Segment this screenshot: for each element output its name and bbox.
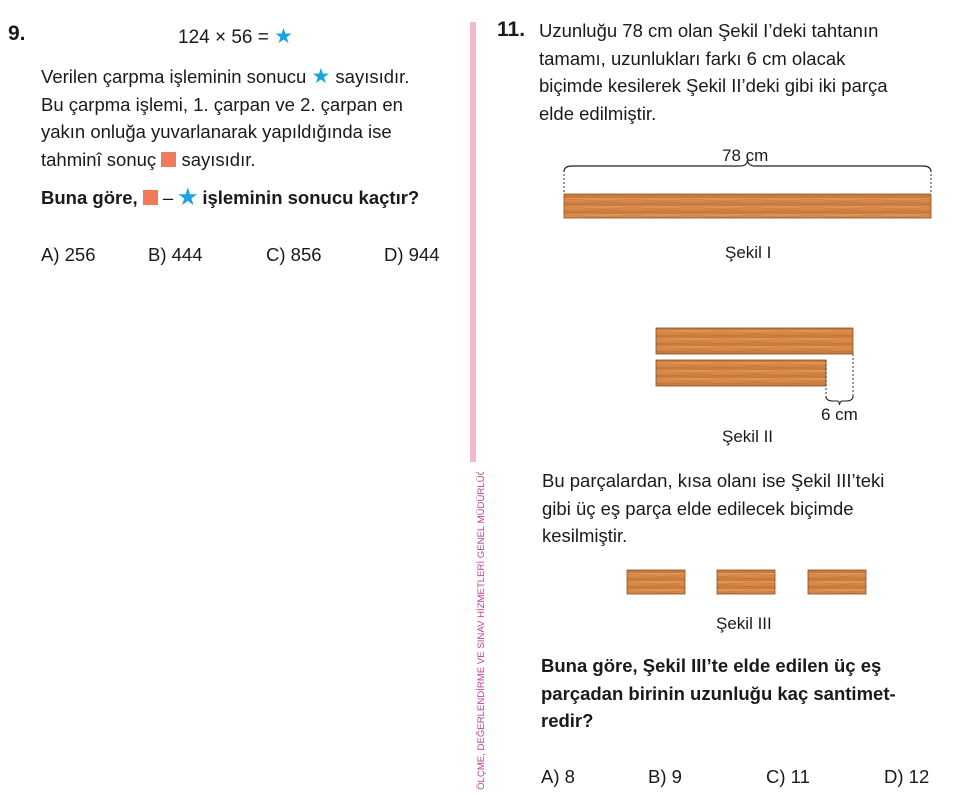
q9-option-b[interactable]: B) 444 <box>148 244 203 265</box>
q9-line-4: tahminî sonuç sayısıdır. <box>41 146 461 174</box>
q11-middle-line-3: kesilmiştir. <box>542 525 628 546</box>
star-icon: ★ <box>311 65 331 88</box>
wood-piece-2 <box>716 569 776 595</box>
q9-body: Verilen çarpma işleminin sonucu ★ sayısı… <box>41 63 461 173</box>
fig2-caption: Şekil II <box>722 427 774 446</box>
question-9-number: 9. <box>8 22 26 45</box>
q9-line-3: yakın onluğa yuvarlanarak yapıldığında i… <box>41 121 392 142</box>
side-banner-text: ÖLÇME, DEĞERLENDİRME VE SINAV HİZMETLERİ… <box>476 472 486 790</box>
fig1-caption: Şekil I <box>725 243 772 262</box>
star-icon: ★ <box>274 25 293 48</box>
q11-question: Buna göre, Şekil III’te elde edilen üç e… <box>541 652 951 735</box>
q11-intro: Uzunluğu 78 cm olan Şekil I’deki tahtanı… <box>539 17 949 127</box>
wood-piece-3 <box>807 569 867 595</box>
q9-option-d[interactable]: D) 944 <box>384 244 440 265</box>
q9-line-2: Bu çarpma işlemi, 1. çarpan ve 2. çarpan… <box>41 93 403 115</box>
q9-question-suffix: işleminin sonucu kaçtır? <box>202 187 420 208</box>
fig1-brace <box>563 159 932 173</box>
q11-option-a[interactable]: A) 8 <box>541 766 575 787</box>
fig3-caption: Şekil III <box>716 614 772 633</box>
fig2-brace <box>825 395 854 406</box>
q11-option-d[interactable]: D) 12 <box>884 766 930 787</box>
q11-question-line-2: parçadan birinin uzunluğu kaç santimet- <box>541 682 896 704</box>
question-11-number: 11. <box>497 18 526 41</box>
minus-sign: – <box>162 187 174 208</box>
q9-question-prefix: Buna göre, <box>41 187 138 208</box>
square-icon <box>161 151 177 167</box>
figure-3 <box>626 569 867 595</box>
q11-intro-line-1: Uzunluğu 78 cm olan Şekil I’deki tahtanı… <box>539 20 879 41</box>
wood-board-short <box>655 359 827 387</box>
figure-2 <box>655 327 854 406</box>
q11-intro-line-3: biçimde kesilerek Şekil II’deki gibi iki… <box>539 75 888 96</box>
column-divider <box>470 22 476 462</box>
figure-1 <box>563 159 932 219</box>
side-banner: ÖLÇME, DEĞERLENDİRME VE SINAV HİZMETLERİ… <box>466 472 486 796</box>
fig1-dashed-ends <box>563 170 932 192</box>
q9-line-4-end: sayısıdır. <box>181 148 256 170</box>
fig1-length-label: 78 cm <box>722 146 769 165</box>
q9-equation: 124 × 56 = ★ <box>178 24 293 49</box>
q9-line-1: Verilen çarpma işleminin sonucu ★ sayısı… <box>41 63 461 91</box>
wood-board-full <box>563 193 932 219</box>
q9-option-a[interactable]: A) 256 <box>41 244 96 265</box>
q11-middle-line-1: Bu parçalardan, kısa olanı ise Şekil III… <box>542 470 885 491</box>
wood-board-long <box>655 327 854 355</box>
fig2-length-label: 6 cm <box>821 405 858 424</box>
q9-question: Buna göre, – ★ işleminin sonucu kaçtır? <box>41 184 419 212</box>
q9-line-1-end: sayısıdır. <box>335 66 410 87</box>
star-icon: ★ <box>178 186 198 209</box>
q11-middle-line-2: gibi üç eş parça elde edilecek biçimde <box>542 497 854 519</box>
square-icon <box>142 190 158 205</box>
q11-option-b[interactable]: B) 9 <box>648 766 682 787</box>
q9-line-1-text: Verilen çarpma işleminin sonucu <box>41 66 307 87</box>
q11-middle: Bu parçalardan, kısa olanı ise Şekil III… <box>542 467 942 550</box>
q11-intro-line-2: tamamı, uzunlukları farkı 6 cm olacak <box>539 47 846 69</box>
q11-question-line-3: redir? <box>541 710 594 731</box>
q11-option-c[interactable]: C) 11 <box>766 766 810 787</box>
q11-intro-line-4: elde edilmiştir. <box>539 102 657 124</box>
q9-line-4-text: tahminî sonuç <box>41 148 157 170</box>
q11-question-line-1: Buna göre, Şekil III’te elde edilen üç e… <box>541 655 882 676</box>
wood-piece-1 <box>626 569 686 595</box>
fig2-dashed-guides <box>825 354 854 398</box>
q9-equation-text: 124 × 56 = <box>178 27 269 48</box>
q9-option-c[interactable]: C) 856 <box>266 244 322 265</box>
